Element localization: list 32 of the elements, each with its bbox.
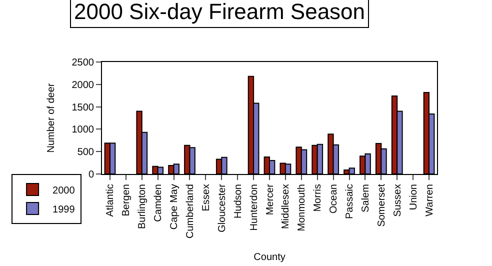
x-tick-label: Mercer bbox=[264, 183, 276, 216]
chart-title: 2000 Six-day Firearm Season bbox=[74, 0, 366, 24]
x-tick-label: Somerset bbox=[376, 184, 388, 227]
x-tick-label: Camden bbox=[153, 184, 164, 222]
y-tick-label: 1500 bbox=[72, 102, 94, 114]
x-tick-label: Ocean bbox=[328, 184, 340, 214]
x-tick-label: Atlantic bbox=[105, 184, 116, 217]
y-tick-label: 1000 bbox=[72, 124, 94, 136]
x-tick-label: Cape May bbox=[169, 184, 180, 230]
x-axis-title: County bbox=[254, 252, 286, 263]
y-tick-label: 500 bbox=[77, 147, 94, 158]
x-tick-label: Salem bbox=[360, 184, 372, 212]
x-tick-label: Middlesex bbox=[280, 184, 292, 230]
x-tick-label: Hudson bbox=[232, 184, 244, 218]
legend-label: 1999 bbox=[52, 204, 76, 216]
legend-label: 2000 bbox=[52, 185, 76, 196]
x-tick-label: Bergen bbox=[121, 184, 132, 216]
y-tick-label: 2000 bbox=[72, 80, 94, 91]
x-tick-label: Passaic bbox=[344, 184, 356, 220]
x-tick-label: Sussex bbox=[392, 184, 404, 217]
y-tick-label: 0 bbox=[88, 170, 94, 180]
x-tick-label: Monmouth bbox=[296, 184, 308, 232]
x-tick-label: Hunterdon bbox=[248, 184, 260, 231]
x-tick-label: Gloucester bbox=[216, 183, 228, 232]
x-tick-label: Essex bbox=[200, 184, 212, 212]
x-tick-label: Cumberland bbox=[184, 184, 196, 238]
x-tick-label: Union bbox=[408, 184, 420, 210]
y-tick-label: 2500 bbox=[72, 58, 94, 68]
x-tick-label: Burlington bbox=[137, 184, 148, 230]
y-axis-title: Number of deer bbox=[46, 82, 57, 153]
x-tick-label: Morris bbox=[312, 184, 324, 212]
x-tick-label: Warren bbox=[424, 184, 436, 216]
